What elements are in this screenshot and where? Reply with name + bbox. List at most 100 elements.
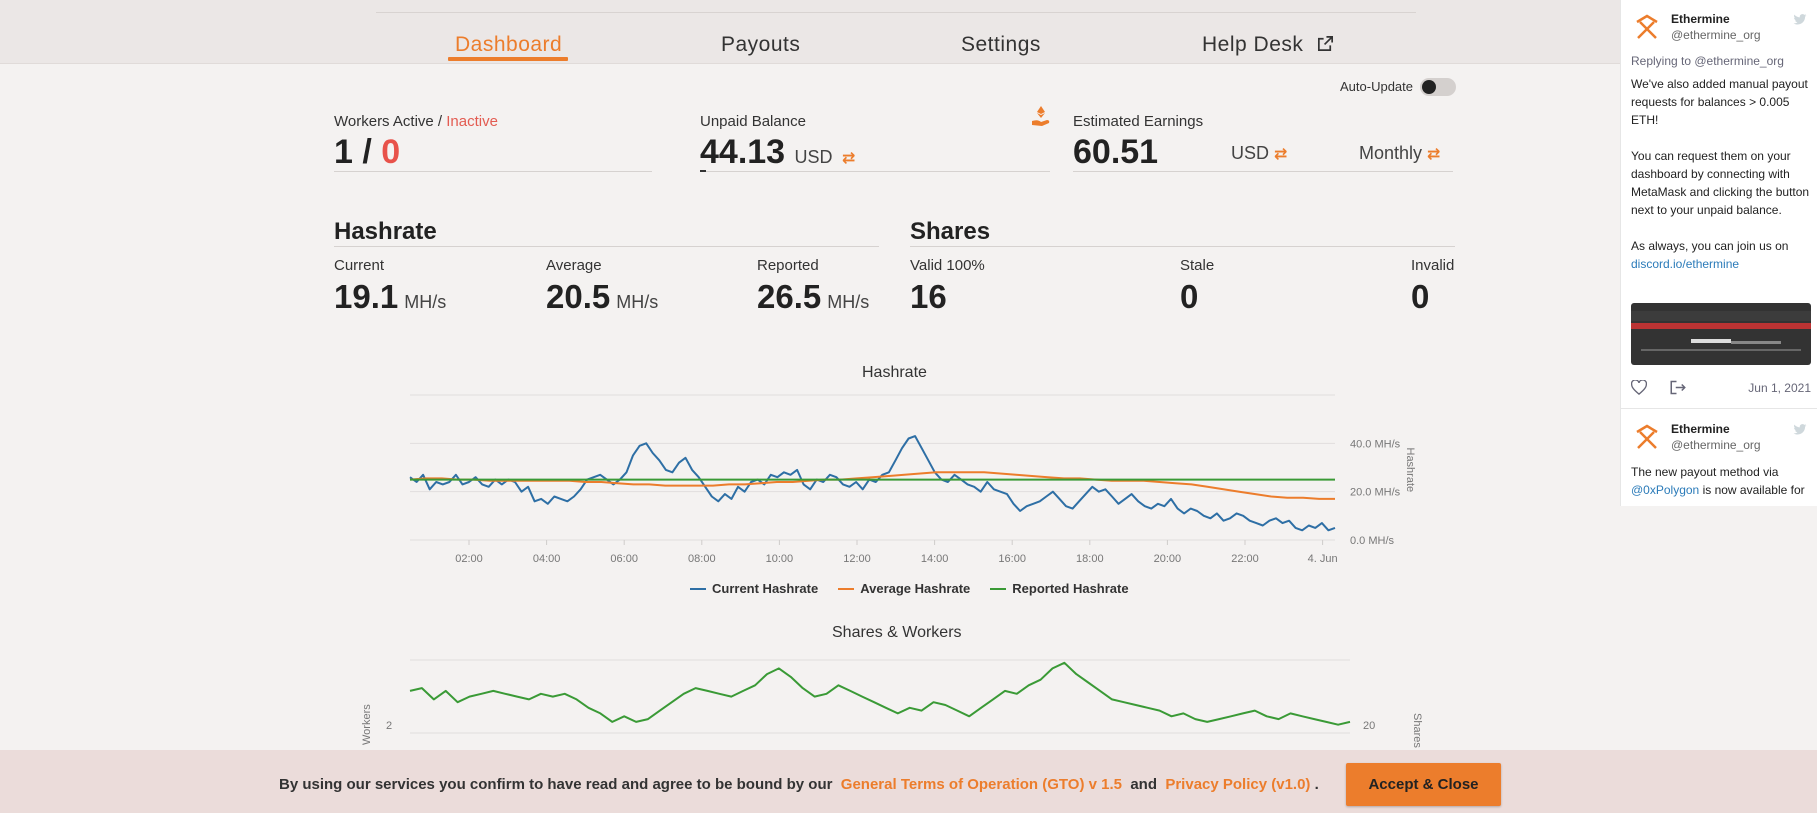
tweet-reply-to[interactable]: Replying to @ethermine_org — [1631, 54, 1784, 68]
earnings-value: 60.51 — [1073, 133, 1159, 171]
y2-tick-label: 20 — [1363, 720, 1375, 732]
unpaid-balance-label: Unpaid Balance — [700, 113, 806, 130]
shares-valid-label: Valid 100% — [910, 257, 985, 274]
tweet-text: The new payout method via @0xPolygon is … — [1631, 463, 1811, 499]
hashrate-current-number: 19.1 — [334, 278, 399, 315]
heart-icon[interactable] — [1631, 380, 1647, 395]
twitter-timeline: Ethermine @ethermine_org Replying to @et… — [1620, 0, 1817, 506]
legend-average-hashrate[interactable]: Average Hashrate — [838, 581, 970, 596]
series-line-shares — [409, 661, 1351, 726]
shares-valid-value: 16 — [910, 278, 947, 315]
cookie-period: . — [1314, 776, 1319, 793]
legend-reported-hashrate[interactable]: Reported Hashrate — [990, 581, 1129, 596]
x-tick-label: 20:00 — [1154, 553, 1182, 565]
external-link-icon — [1317, 35, 1333, 52]
tab-settings[interactable]: Settings — [961, 33, 1041, 56]
currency-swap-icon[interactable]: ⇄ — [842, 150, 856, 167]
x-tick-label: 18:00 — [1076, 553, 1104, 565]
x-tick-label: 14:00 — [921, 553, 949, 565]
workers-value-sep: / — [352, 133, 382, 171]
tweet-text-tail: is now available for — [1699, 483, 1805, 497]
gto-link[interactable]: General Terms of Operation (GTO) v 1.5 — [840, 776, 1122, 793]
shares-stale-value: 0 — [1180, 278, 1199, 315]
earnings-period-select[interactable]: Monthly ⇄ — [1359, 143, 1440, 164]
payout-hand-icon[interactable] — [1030, 104, 1052, 128]
workers-label-sep: / — [433, 113, 447, 130]
hashrate-chart-title: Hashrate — [862, 364, 927, 381]
privacy-policy-link[interactable]: Privacy Policy (v1.0) — [1165, 776, 1311, 793]
tweet-header: Ethermine @ethermine_org — [1631, 12, 1761, 44]
x-tick-label: 12:00 — [843, 553, 871, 565]
y-axis-title-shares: Shares — [1411, 713, 1423, 748]
tweet-separator — [1621, 408, 1817, 409]
legend-swatch-reported — [990, 587, 1007, 590]
tweet-text-1: We've also added manual payout requests … — [1631, 77, 1808, 127]
shares-stale-label: Stale — [1180, 257, 1215, 274]
accept-close-button[interactable]: Accept & Close — [1346, 763, 1501, 806]
workers-value: 1 / 0 — [334, 133, 400, 172]
share-icon[interactable] — [1669, 380, 1687, 395]
x-tick-label: 16:00 — [998, 553, 1026, 565]
auto-update-label: Auto-Update — [1340, 79, 1413, 94]
tweet-text-3: As always, you can join us on discord.io… — [1631, 237, 1811, 273]
x-tick-label: 08:00 — [688, 553, 716, 565]
tweet-author-handle[interactable]: @ethermine_org — [1671, 438, 1761, 452]
tab-helpdesk[interactable]: Help Desk — [1202, 33, 1335, 57]
workers-inactive-label: Inactive — [446, 113, 498, 130]
discord-link[interactable]: discord.io/ethermine — [1631, 257, 1740, 271]
tab-dashboard[interactable]: Dashboard — [455, 33, 563, 56]
unpaid-balance-value: 44.13 USD ⇄ — [700, 133, 855, 172]
active-tab-indicator — [448, 57, 568, 61]
polygon-link[interactable]: @0xPolygon — [1631, 483, 1700, 497]
series-line-average-hashrate — [409, 471, 1335, 500]
earnings-label: Estimated Earnings — [1073, 113, 1204, 130]
shares-invalid-value: 0 — [1411, 278, 1430, 315]
hashrate-average-number: 20.5 — [546, 278, 611, 315]
auto-update-toggle[interactable] — [1420, 78, 1456, 96]
hashrate-current-value: 19.1 MH/s — [334, 278, 446, 316]
cookie-and: and — [1130, 776, 1157, 793]
tweet-author-name[interactable]: Ethermine — [1671, 12, 1730, 26]
legend-label-current: Current Hashrate — [712, 581, 819, 596]
y-axis-title-workers: Workers — [361, 704, 373, 745]
series-line-current-hashrate — [409, 435, 1336, 532]
shares-workers-chart: Workers Shares 2 20 — [361, 659, 1423, 748]
y-tick-label: 0.0 MH/s — [1350, 535, 1395, 547]
tweet-footer: Jun 1, 2021 — [1631, 380, 1811, 395]
unpaid-progress-bar — [700, 170, 706, 172]
x-tick-label: 10:00 — [766, 553, 794, 565]
unpaid-rule — [700, 171, 1050, 172]
toggle-knob — [1422, 80, 1436, 94]
legend-swatch-current — [690, 587, 706, 590]
image-bar — [1731, 341, 1781, 344]
twitter-bird-icon[interactable] — [1793, 14, 1807, 26]
shares-chart-title: Shares & Workers — [832, 624, 962, 641]
tweet-header: Ethermine @ethermine_org — [1631, 422, 1761, 454]
hashrate-reported-unit: MH/s — [827, 292, 870, 312]
earnings-period: Monthly — [1359, 143, 1423, 163]
tweet-image[interactable] — [1631, 303, 1811, 365]
workers-active-label: Workers Active — [334, 113, 434, 130]
tweet-text-2: You can request them on your dashboard b… — [1631, 149, 1810, 217]
image-strip — [1631, 311, 1811, 321]
tweet-author-name[interactable]: Ethermine — [1671, 422, 1730, 436]
legend-label-reported: Reported Hashrate — [1012, 581, 1129, 596]
x-tick-label: 04:00 — [533, 553, 561, 565]
earnings-rule — [1073, 171, 1453, 172]
earnings-currency-select[interactable]: USD ⇄ — [1231, 143, 1287, 164]
tweet-text-3-body: As always, you can join us on — [1631, 239, 1789, 253]
period-swap-icon: ⇄ — [1427, 146, 1441, 163]
tab-payouts[interactable]: Payouts — [721, 33, 801, 56]
tweet-date[interactable]: Jun 1, 2021 — [1748, 380, 1811, 395]
hashrate-section-title: Hashrate — [334, 218, 437, 245]
ethermine-logo-icon — [1636, 424, 1658, 449]
image-bar — [1691, 339, 1731, 343]
earnings-currency: USD — [1231, 143, 1270, 163]
tweet-author-handle[interactable]: @ethermine_org — [1671, 28, 1761, 42]
y-tick-label: 40.0 MH/s — [1350, 438, 1401, 450]
top-navigation: Dashboard Payouts Settings Help Desk — [0, 0, 1620, 64]
twitter-bird-icon[interactable] — [1793, 424, 1807, 436]
tab-helpdesk-label: Help Desk — [1202, 33, 1304, 56]
workers-rule — [334, 171, 652, 172]
legend-current-hashrate[interactable]: Current Hashrate — [690, 581, 818, 596]
